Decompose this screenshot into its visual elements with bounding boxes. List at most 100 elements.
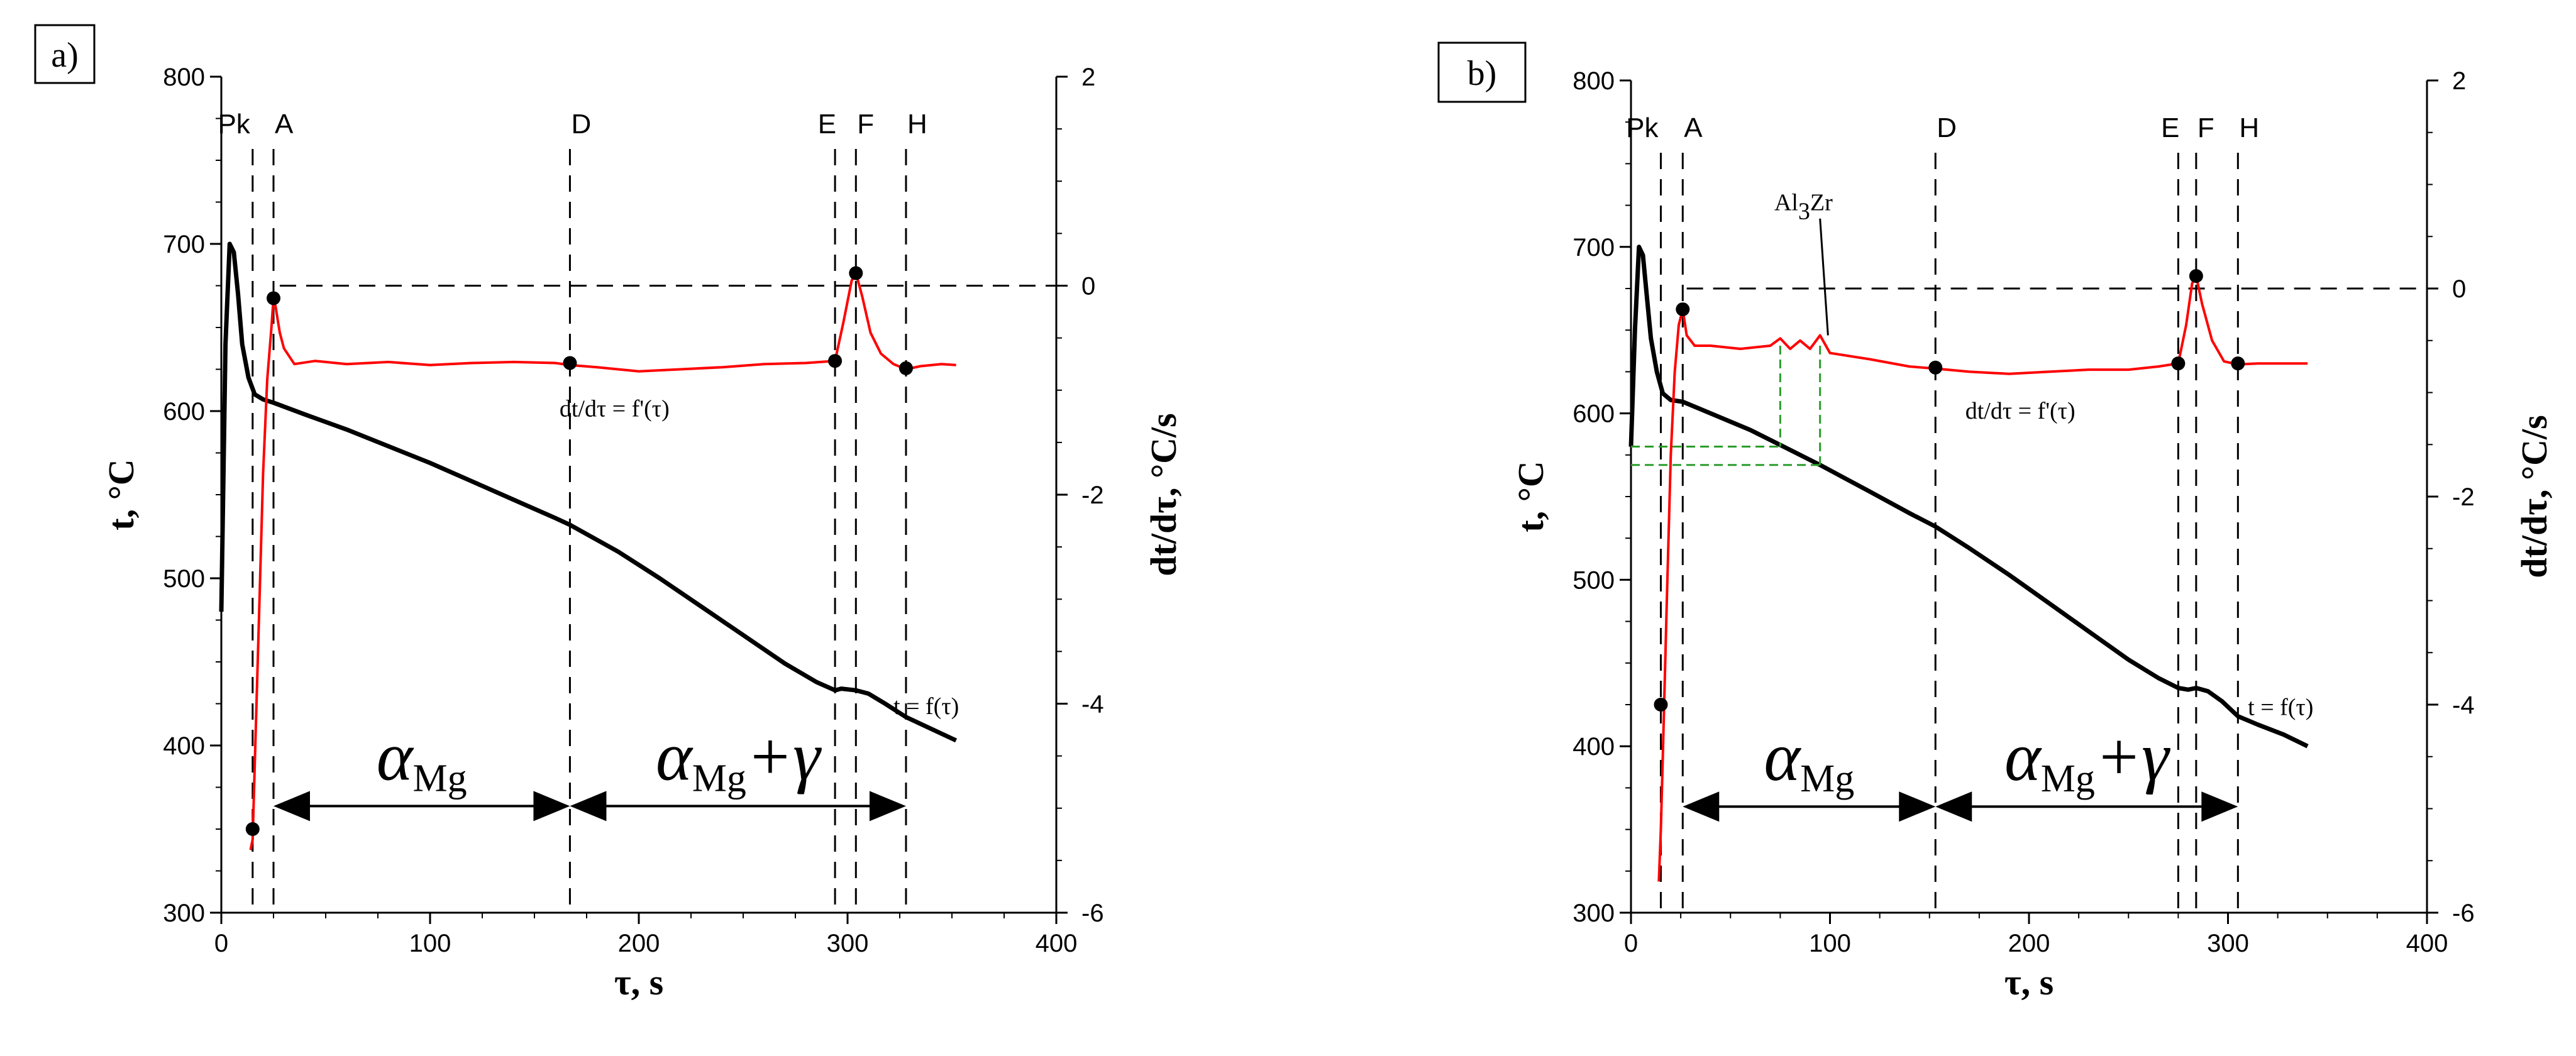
- panel-a-marker-point: [245, 822, 260, 836]
- panel-b-y-right-tick-label: -2: [2452, 483, 2475, 511]
- panel-b-y-left-tick-label: 300: [1573, 899, 1615, 927]
- panel-b-y-right-tick-label: 0: [2452, 275, 2466, 303]
- panel-a-point-label-d: D: [571, 109, 591, 140]
- panel-a-point-label-f: F: [857, 109, 874, 140]
- panel-a-y-right-tick-label: 2: [1081, 63, 1095, 91]
- panel-a-phase2-label: αMg+γ: [656, 718, 822, 800]
- panel-b-point-label-d: D: [1937, 113, 1957, 143]
- panel-b-y-right-axis-label: dt/dτ, °C/s: [2514, 415, 2555, 578]
- panel-a-derivative-label: dt/dτ = f'(τ): [560, 395, 670, 422]
- panel-b-marker-point: [2231, 356, 2245, 371]
- panel-b-phase1-label-subscript: Mg: [1800, 757, 1854, 800]
- panel-a-point-label-e: E: [818, 109, 836, 140]
- panel-a-marker-point: [898, 361, 913, 375]
- panel-b-x-tick-label: 300: [2207, 930, 2249, 957]
- callout-main: Al: [1774, 190, 1798, 216]
- panel-a-y-right-tick-label: -2: [1081, 481, 1104, 509]
- panel-b-marker-point: [1676, 302, 1690, 317]
- panel-b-phase1-arrow-head-right: [1899, 791, 1936, 822]
- panel-b-phase1-label-symbol: α: [1764, 718, 1801, 795]
- panel-b-marker-point: [2171, 356, 2186, 371]
- panel-b: b) 0 100 200 300 400 300 400 500 600 700 800 -6 -4 -2 0…: [1437, 41, 2555, 1003]
- panel-a-point-label-pk: Pk: [218, 109, 250, 140]
- panel-a-y-left-axis-label: t, °C: [101, 459, 141, 530]
- panel-b-series-derivative-line: [1657, 275, 2308, 882]
- panel-b-phase2-arrow-head-left: [1935, 791, 1972, 822]
- panel-a-x-tick-label: 200: [618, 930, 660, 957]
- panel-b-y-left-tick-label: 400: [1573, 733, 1615, 761]
- panel-a-phase1-arrow-head-left: [274, 791, 310, 822]
- panel-a-phase1-label-symbol: α: [377, 718, 414, 795]
- panel-b-derivative-label: dt/dτ = f'(τ): [1965, 398, 2076, 424]
- panel-a-series-derivative-line: [249, 272, 956, 850]
- panel-a-y-right-axis-label: dt/dτ, °C/s: [1143, 413, 1184, 576]
- panel-b-point-label-a: A: [1684, 113, 1703, 143]
- panel-a-phase1-arrow-head-right: [533, 791, 570, 822]
- panel-a-marker-point: [267, 291, 280, 305]
- panel-b-phase2-label-symbol: α: [2004, 718, 2042, 795]
- panel-a-marker-point: [828, 354, 843, 368]
- panel-b-y-left-tick-label: 800: [1573, 67, 1615, 95]
- panel-a-label: a): [51, 36, 79, 75]
- panel-b-phase2-label-subscript: Mg: [2041, 757, 2095, 800]
- panel-b-y-left-tick-label: 700: [1573, 234, 1615, 261]
- panel-a-y-right-tick-label: -6: [1081, 899, 1104, 927]
- callout-sub: 3: [1798, 199, 1810, 225]
- panel-b-point-label-f: F: [2197, 113, 2214, 143]
- panel-b-y-left-axis-label: t, °C: [1510, 461, 1551, 532]
- panel-a-y-right-tick-label: 0: [1081, 273, 1095, 300]
- panel-b-marker-point: [1654, 698, 1668, 712]
- panel-a-x-tick-label: 100: [409, 930, 451, 957]
- panel-b-label: b): [1468, 54, 1497, 93]
- panel-a-y-left-tick-label: 400: [163, 732, 205, 760]
- panel-b-x-tick-label: 0: [1624, 930, 1638, 957]
- panel-a-x-tick-label: 300: [827, 930, 869, 957]
- panel-a-label-box: [34, 24, 96, 84]
- panel-a-y-right-tick-label: -4: [1081, 691, 1104, 718]
- panel-b-marker-point: [2189, 269, 2203, 283]
- panel-b-temperature-label: t = f(τ): [2248, 695, 2313, 721]
- panel-a-x-axis-label: τ, s: [614, 962, 663, 1003]
- panel-b-marker-point: [1928, 360, 1943, 375]
- panel-a-series-temperature-line: [219, 241, 958, 743]
- panel-a-point-label-h: H: [907, 109, 927, 140]
- panel-b-callout-al3zr: Al3Zr: [1774, 190, 1833, 225]
- panel-b-label-box: [1437, 41, 1527, 103]
- panel-b-phase2-arrow-head-right: [2201, 791, 2238, 822]
- panel-b-y-right-tick-label: -4: [2452, 691, 2475, 719]
- panel-b-phase2-label: αMg+γ: [2004, 718, 2170, 800]
- panel-b-callout-leader: [1819, 218, 1829, 336]
- panel-a-phase1-label: αMg: [377, 718, 467, 800]
- panel-a-phase2-label-suffix: +γ: [746, 718, 822, 795]
- panel-a-marker-point: [849, 266, 863, 280]
- panel-a-y-left-tick-label: 600: [163, 398, 205, 426]
- panel-b-y-left-tick-label: 600: [1573, 400, 1615, 428]
- panel-a-marker-point: [563, 356, 577, 370]
- panel-b-y-left-tick-label: 500: [1573, 566, 1615, 594]
- panel-a-phase2-label-symbol: α: [656, 718, 694, 795]
- panel-b-x-axis-label: τ, s: [2004, 962, 2054, 1003]
- panel-b-point-label-e: E: [2161, 113, 2179, 143]
- panel-b-y-right-tick-label: 2: [2452, 67, 2466, 95]
- panel-b-point-label-h: H: [2239, 113, 2259, 143]
- panel-b-x-tick-label: 400: [2406, 930, 2448, 957]
- panel-a-phase2-label-subscript: Mg: [692, 757, 746, 800]
- panel-a-y-left-tick-label: 700: [163, 231, 205, 258]
- panel-a-phase1-label-subscript: Mg: [413, 757, 467, 800]
- panel-a-x-tick-label: 400: [1036, 930, 1078, 957]
- panel-b-phase1-label: αMg: [1764, 718, 1854, 800]
- panel-a-temperature-label: t = f(τ): [893, 693, 959, 720]
- panel-a-phase2-arrow-head-right: [869, 791, 906, 822]
- panel-b-phase2-label-suffix: +γ: [2095, 718, 2170, 795]
- callout-suffix: Zr: [1810, 190, 1833, 216]
- panel-b-x-tick-label: 200: [2008, 930, 2050, 957]
- panel-a-y-left-tick-label: 800: [163, 63, 205, 91]
- panel-b-x-tick-label: 100: [1809, 930, 1851, 957]
- panel-b-series-temperature-line: [1628, 245, 2309, 749]
- panel-a: a) 0 100 200 300 400 300 400 500 600 700 800 -6 -4 -2 0…: [34, 24, 1184, 1003]
- panel-a-y-left-tick-label: 300: [163, 899, 205, 927]
- panel-b-point-label-pk: Pk: [1626, 113, 1659, 143]
- panel-a-point-label-a: A: [275, 109, 294, 140]
- panel-a-phase2-arrow-head-left: [570, 791, 607, 822]
